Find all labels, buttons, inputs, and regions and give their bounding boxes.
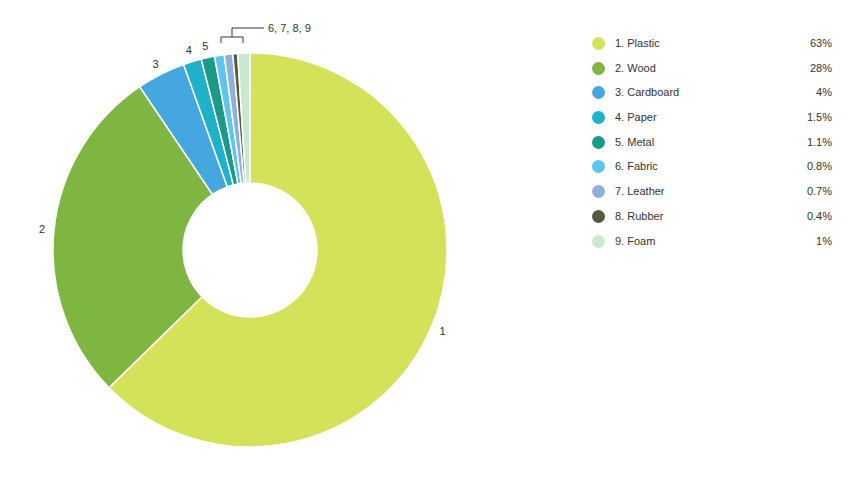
svg-text:3: 3 (152, 58, 158, 70)
svg-text:6, 7, 8, 9: 6, 7, 8, 9 (268, 22, 311, 34)
html-text:0.4%: 0.4% (806, 209, 832, 222)
html-text:9. Foam: 9. Foam (615, 234, 656, 247)
html-text:63%: 63% (810, 37, 832, 49)
html-text:28%: 28% (810, 61, 832, 74)
svg-text:1: 1 (440, 325, 446, 337)
svg-text:4: 4 (186, 44, 192, 56)
html-text:8. Rubber: 8. Rubber (615, 209, 664, 222)
html-text:0.8%: 0.8% (806, 160, 832, 173)
html-text:4%: 4% (816, 86, 832, 99)
svg-text:2: 2 (39, 223, 45, 235)
html-text:6. Fabric: 6. Fabric (615, 160, 658, 173)
html-text:1. Plastic: 1. Plastic (615, 37, 660, 49)
html-text:7. Leather: 7. Leather (615, 185, 665, 198)
html-text:5. Metal: 5. Metal (615, 135, 655, 148)
html-text:0.7%: 0.7% (806, 185, 832, 198)
html-text:1%: 1% (816, 234, 832, 247)
html-text:1.5%: 1.5% (806, 111, 832, 124)
html-text:3. Cardboard: 3. Cardboard (615, 86, 680, 99)
html-text:4. Paper: 4. Paper (615, 111, 657, 124)
svg-text:5: 5 (202, 40, 208, 52)
html-text:2. Wood: 2. Wood (615, 61, 656, 74)
html-text:1.1%: 1.1% (806, 135, 832, 148)
